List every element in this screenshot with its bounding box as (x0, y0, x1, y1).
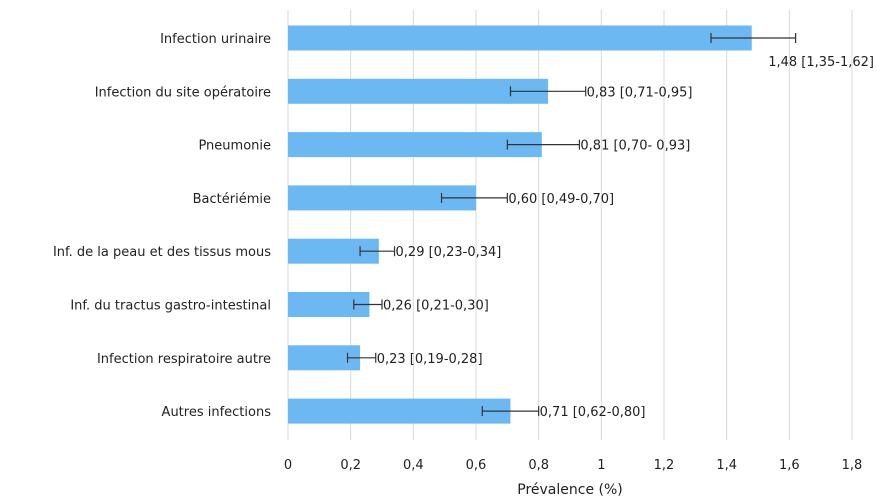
data-label: 0,71 [0,62-0,80] (540, 405, 646, 420)
bar (288, 78, 549, 104)
bars-group (288, 25, 752, 424)
category-label: Infection du site opératoire (95, 85, 271, 100)
data-label: 0,29 [0,23-0,34] (396, 245, 502, 260)
x-tick-label: 1,4 (716, 458, 737, 473)
x-tick-label: 1,2 (654, 458, 675, 473)
x-axis-title: Prévalence (%) (517, 482, 623, 498)
x-tick-label: 0,8 (528, 458, 549, 473)
category-label: Bactériémie (193, 192, 271, 207)
data-label: 1,48 [1,35-1,62] (768, 55, 874, 70)
category-label: Inf. de la peau et des tissus mous (53, 245, 271, 260)
x-tick-label: 1,8 (842, 458, 863, 473)
data-labels: 1,48 [1,35-1,62] 0,83 [0,71-0,95] 0,81 [0,… (377, 55, 874, 420)
data-label: 0,60 [0,49-0,70] (508, 192, 614, 207)
x-tick-label: 1,6 (779, 458, 800, 473)
x-tick-label: 0,6 (466, 458, 487, 473)
data-label: 0,81 [0,70- 0,93] (580, 139, 690, 154)
data-label: 0,26 [0,21-0,30] (383, 299, 489, 314)
bar (288, 398, 511, 424)
category-label: Autres infections (162, 405, 272, 420)
x-tick-label: 0,2 (340, 458, 361, 473)
category-label: Infection respiratoire autre (97, 352, 271, 367)
x-tick-label: 0,4 (403, 458, 424, 473)
data-label: 0,23 [0,19-0,28] (377, 352, 483, 367)
x-tick-label: 1 (597, 458, 605, 473)
category-labels: Infection urinaire Infection du site opér… (53, 32, 271, 420)
grid-lines (287, 10, 853, 440)
category-label: Inf. du tractus gastro-intestinal (70, 299, 271, 314)
category-label: Infection urinaire (160, 32, 271, 47)
x-tick-labels: 0 0,2 0,4 0,6 0,8 1 1,2 1,4 1,6 1,8 (284, 458, 862, 473)
bar (288, 25, 752, 51)
bar (288, 132, 542, 158)
category-label: Pneumonie (198, 139, 271, 154)
error-bars-group (346, 33, 797, 417)
x-tick-label: 0 (284, 458, 292, 473)
data-label: 0,83 [0,71-0,95] (587, 85, 693, 100)
